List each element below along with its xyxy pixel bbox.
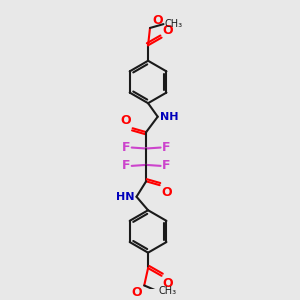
Text: F: F — [122, 141, 131, 154]
Text: F: F — [162, 141, 170, 154]
Text: O: O — [162, 186, 172, 199]
Text: CH₃: CH₃ — [164, 19, 183, 29]
Text: NH: NH — [160, 112, 178, 122]
Text: F: F — [122, 159, 131, 172]
Text: O: O — [120, 114, 131, 127]
Text: HN: HN — [116, 192, 135, 202]
Text: O: O — [152, 14, 163, 27]
Text: O: O — [163, 24, 173, 37]
Text: O: O — [163, 277, 173, 290]
Text: F: F — [162, 159, 170, 172]
Text: O: O — [132, 286, 142, 299]
Text: CH₃: CH₃ — [159, 286, 177, 296]
